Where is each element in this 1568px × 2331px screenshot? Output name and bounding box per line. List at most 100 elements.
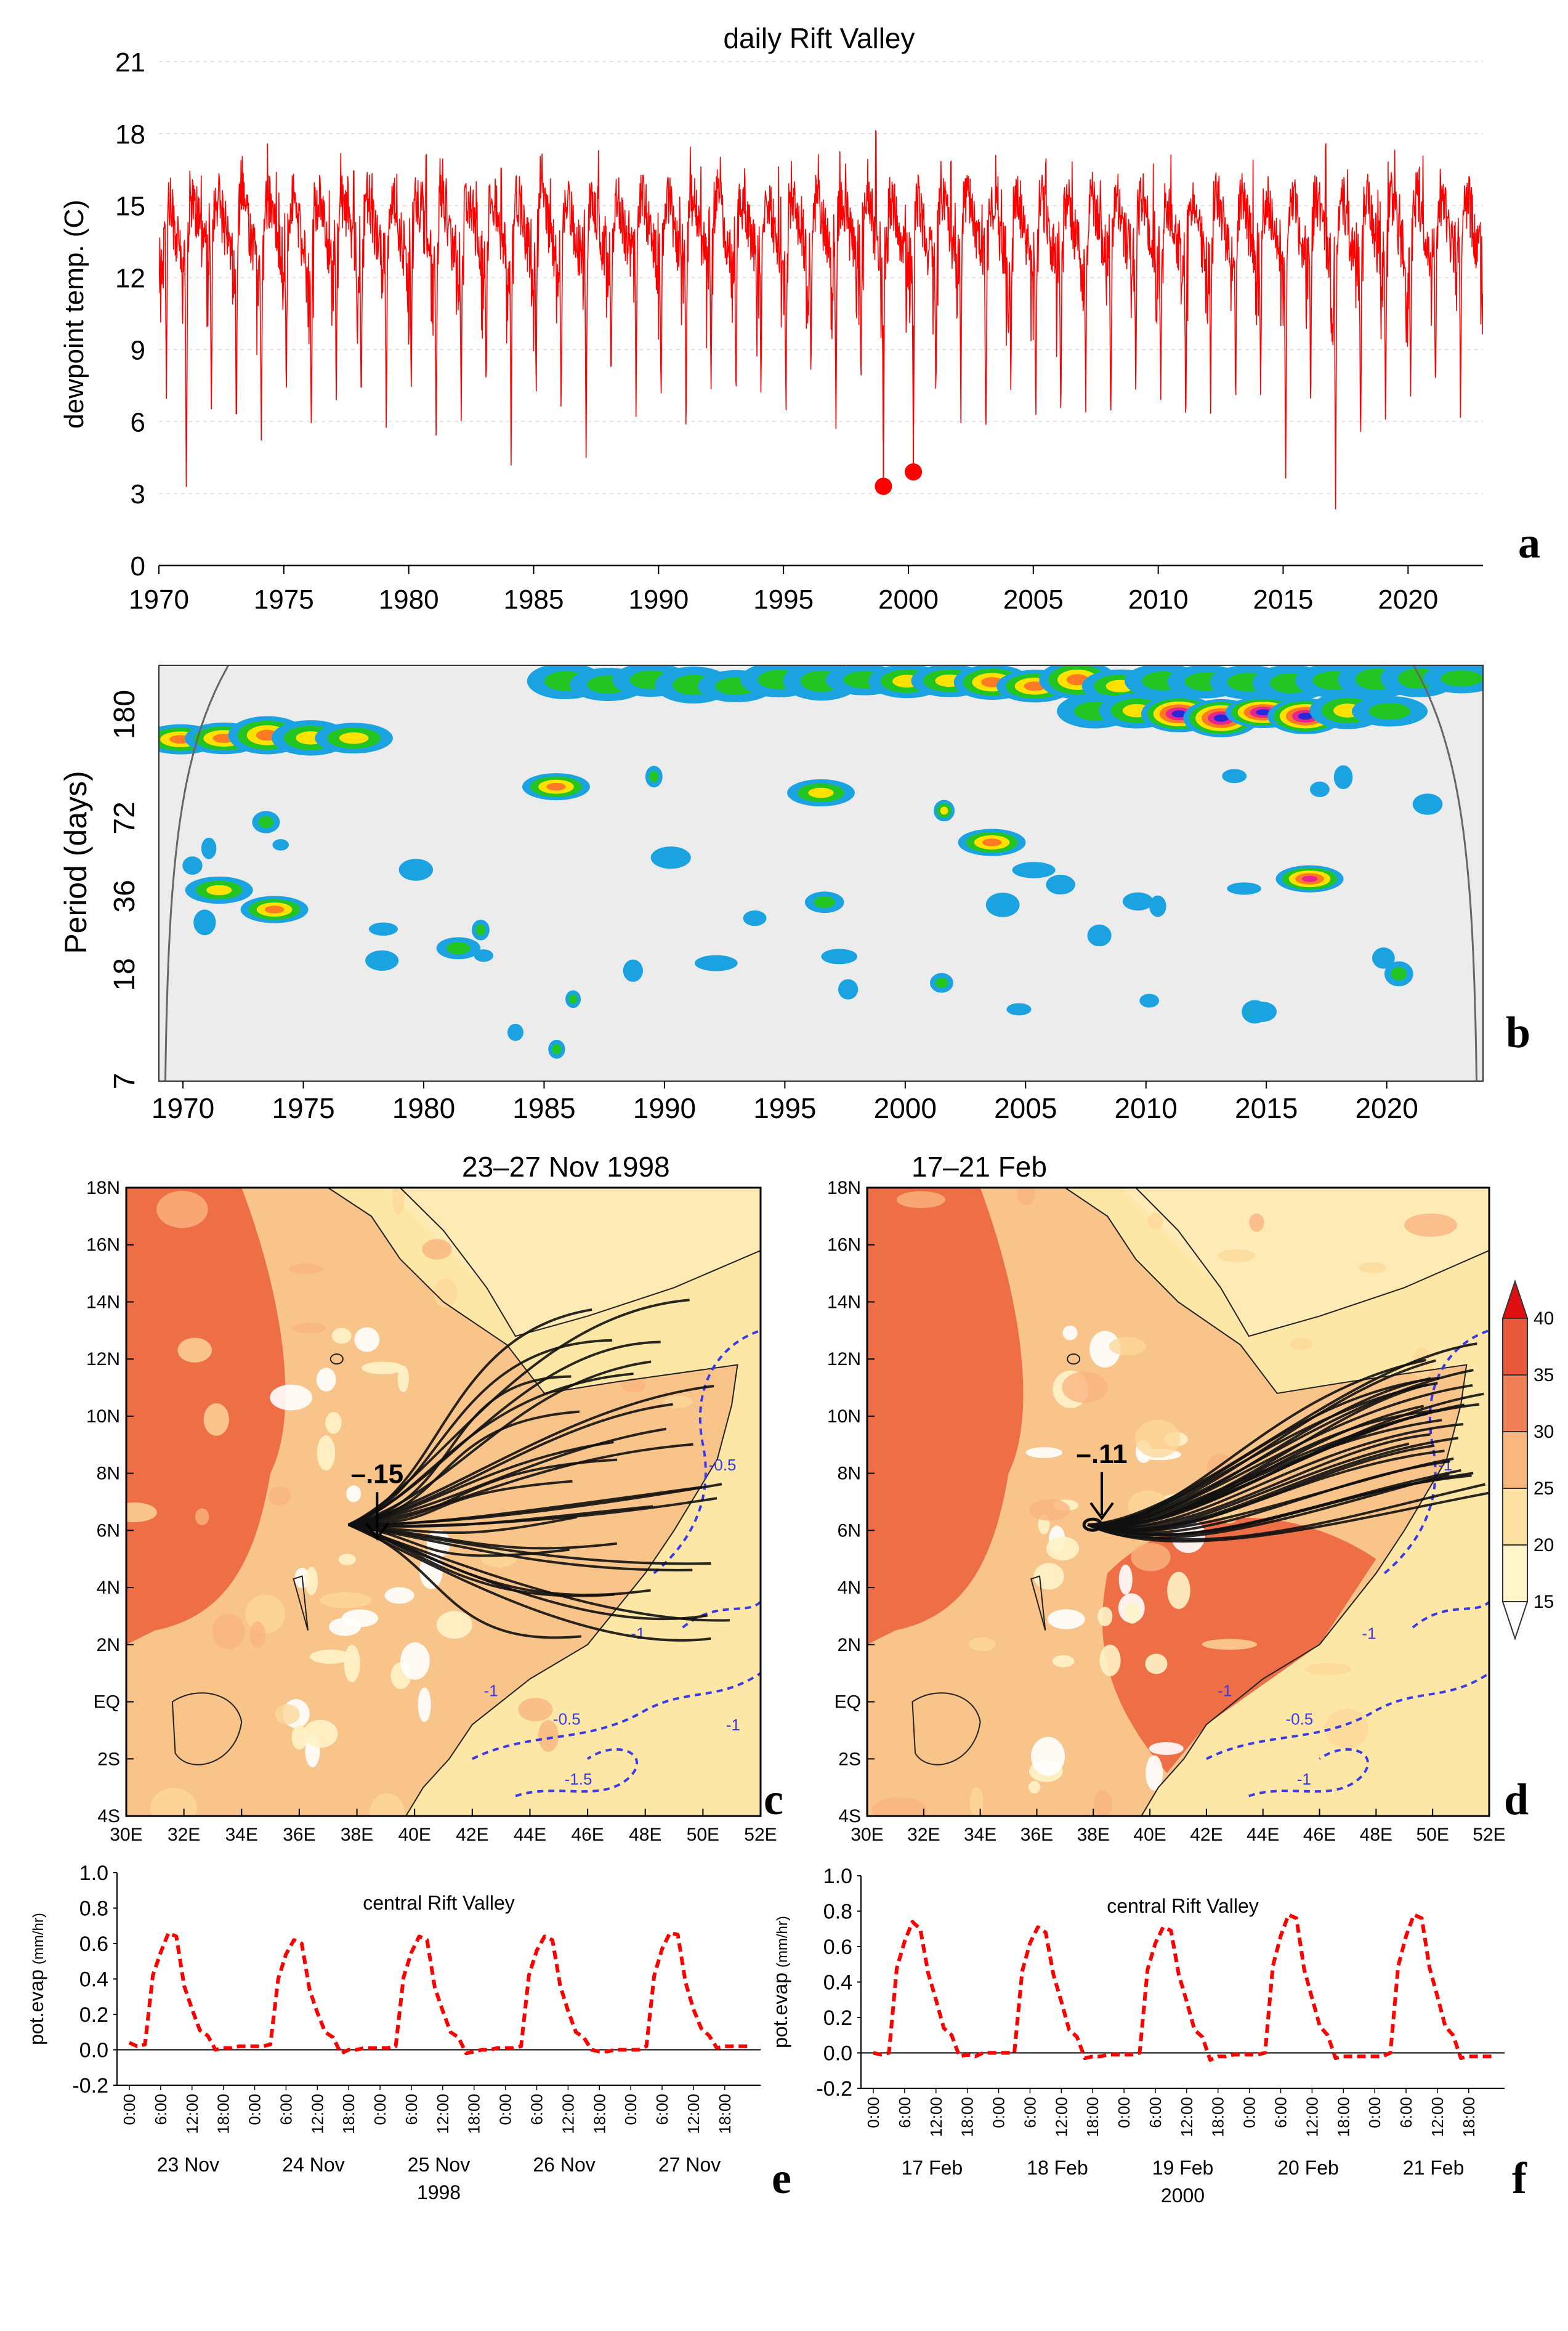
b-power-contour <box>368 922 398 936</box>
map-lon-label: 32E <box>907 1825 940 1845</box>
pe-year-label: 2000 <box>1161 2184 1205 2207</box>
pe-y-axis-label-main: pot.evap <box>769 1972 791 2048</box>
pe-hour-label: 6:00 <box>1146 2097 1165 2128</box>
map-highland-patch <box>1097 1607 1113 1626</box>
map-contour-label: -0.5 <box>1285 1710 1313 1729</box>
map-arabia-field <box>1121 1188 1489 1337</box>
b-power-contour <box>1298 713 1313 720</box>
b-power-contour <box>1149 895 1166 917</box>
pe-y-tick-label: 0.2 <box>79 2003 108 2027</box>
b-power-contour <box>928 623 970 644</box>
b-power-contour <box>1020 626 1049 638</box>
map-trajectory <box>348 1385 714 1526</box>
map-highland-patch <box>1031 1737 1065 1776</box>
b-power-contour <box>1435 620 1488 645</box>
b-power-contour <box>227 614 304 652</box>
pe-hour-label: 0:00 <box>864 2097 883 2128</box>
panel-d-axis-ticks: 30E 32E 34E 36E 38E 40E 42E 44E 46E 48E 50E 52E 4S 2S… <box>827 1178 1506 1845</box>
b-y-tick-label: 7 <box>108 1073 141 1090</box>
b-power-contour <box>892 631 921 645</box>
pe-hour-label: 18:00 <box>1209 2097 1227 2137</box>
map-lon-label: 40E <box>1133 1825 1166 1845</box>
map-highland-patch <box>384 1587 414 1604</box>
panel-f-plot: -0.2 0.0 0.2 0.4 0.6 0.8 1.0 central Rift Valle… <box>769 1865 1505 2207</box>
b-power-contour <box>474 949 493 962</box>
b-power-contour <box>814 896 836 909</box>
pe-day-label: 17 Feb <box>902 2157 963 2179</box>
b-x-tick-label: 1975 <box>272 1092 334 1124</box>
b-power-contour <box>1381 615 1458 650</box>
map-lat-label: 6N <box>97 1520 120 1541</box>
map-contour-label: -1 <box>1297 1770 1311 1788</box>
colorbar-segment <box>1502 1318 1528 1376</box>
panel-d-label: d <box>1504 1775 1529 1824</box>
map-noise-patch <box>369 1793 405 1816</box>
map-lat-label: 18N <box>86 1178 120 1198</box>
a-y-tick-label: 6 <box>131 407 145 437</box>
colorbar-segment <box>1502 1374 1528 1432</box>
pe-hour-label: 18:00 <box>590 2094 608 2134</box>
map-noise-patch <box>1062 1371 1108 1403</box>
pe-y-tick-label: 0.6 <box>79 1932 108 1956</box>
colorbar-segment <box>1502 1544 1528 1602</box>
map-highland-patch <box>291 1724 307 1750</box>
colorbar-tick-label: 20 <box>1534 1535 1554 1555</box>
b-power-contour <box>1447 626 1476 639</box>
pe-series-line <box>873 1913 1492 2062</box>
map-noise-patch <box>203 1403 229 1436</box>
pe-hour-label: 6:00 <box>1397 2097 1415 2128</box>
b-power-contour <box>272 839 289 851</box>
b-power-contour <box>709 626 762 647</box>
pe-day-label: 24 Nov <box>282 2154 344 2176</box>
b-power-contour <box>982 838 1002 846</box>
pe-hour-label: 0:00 <box>246 2094 264 2125</box>
panel-e-plot: -0.2 0.0 0.2 0.4 0.6 0.8 1.0 central Rift Valle… <box>25 1862 761 2203</box>
map-lon-label: 42E <box>1190 1825 1222 1845</box>
map-highland-patch <box>1145 1653 1168 1674</box>
map-lon-label: 48E <box>1360 1825 1392 1845</box>
b-power-contour <box>282 625 335 649</box>
a-x-tick-label: 2015 <box>1253 585 1314 615</box>
map-highland-patch <box>418 1687 431 1722</box>
map-lat-label: 10N <box>86 1406 120 1427</box>
panel-c-frame <box>125 1186 762 1817</box>
map-noise-patch <box>1359 1262 1387 1273</box>
pe-hour-label: 18:00 <box>1334 2097 1352 2137</box>
b-power-contour <box>475 924 486 936</box>
map-lat-label: 6N <box>838 1520 861 1541</box>
map-noise-patch <box>392 1188 405 1215</box>
a-y-tick-label: 15 <box>115 192 145 222</box>
map-trajectory <box>1087 1457 1454 1533</box>
a-dewpoint-line <box>159 130 1483 509</box>
b-power-contour <box>1087 924 1112 947</box>
b-power-contour <box>201 837 217 859</box>
pe-day-label: 25 Nov <box>408 2154 470 2176</box>
map-lon-label: 40E <box>398 1825 430 1845</box>
map-highland-patch <box>1149 1741 1184 1755</box>
colorbar-tick-label: 15 <box>1534 1592 1554 1612</box>
map-noise-patch <box>150 1788 197 1816</box>
map-noise-patch <box>1290 1337 1313 1350</box>
map-lake-turkana <box>293 1575 309 1631</box>
map-contour-line <box>1206 1672 1489 1761</box>
b-power-contour <box>794 621 847 647</box>
b-y-tick-label: 36 <box>108 880 141 912</box>
map-annotation-arrow-head <box>1089 1502 1114 1521</box>
pe-hour-label: 12:00 <box>684 2094 703 2134</box>
pe-hour-label: 18:00 <box>1083 2097 1102 2137</box>
map-highland-patch <box>362 1361 405 1374</box>
map-highland-patch <box>1167 1571 1190 1609</box>
pe-y-tick-label: -0.2 <box>72 2074 108 2098</box>
b-power-contour <box>650 846 691 869</box>
b-power-contour <box>258 816 274 829</box>
panel-a-highlight-points <box>875 325 923 495</box>
map-lat-label: 8N <box>97 1464 120 1484</box>
b-power-contour <box>721 631 750 643</box>
b-power-contour <box>154 620 207 645</box>
map-lat-label: 4N <box>838 1578 861 1598</box>
map-lake-tana <box>1067 1353 1081 1365</box>
b-power-contour <box>1222 769 1247 784</box>
b-y-tick-label: 72 <box>108 801 141 834</box>
panel-d-map-2000: 17–21 Feb -1-1-1-0.5-1 30E 32E 34E 36E 38E 40… <box>827 1151 1554 1845</box>
b-x-tick-label: 2000 <box>874 1092 937 1124</box>
